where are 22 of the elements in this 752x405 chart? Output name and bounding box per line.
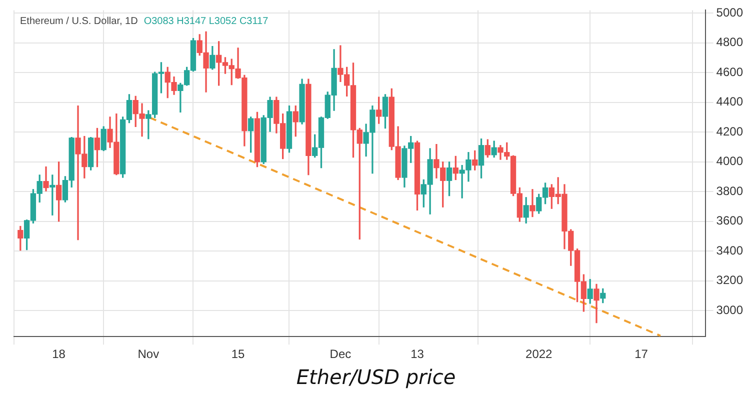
x-tick-label: Nov — [138, 347, 160, 362]
y-tick-label: 3000 — [716, 302, 744, 317]
y-tick-label: 3400 — [716, 243, 744, 258]
y-tick-label: 5000 — [716, 5, 744, 20]
x-tick-label: 17 — [634, 347, 648, 362]
y-tick-label: 4200 — [716, 124, 744, 138]
candlestick — [530, 189, 536, 218]
y-tick-label: 3600 — [716, 214, 744, 228]
y-tick-label: 4400 — [716, 94, 744, 109]
x-tick-label: 2022 — [526, 347, 553, 362]
y-tick-label: 4600 — [716, 64, 744, 79]
x-tick-label: 13 — [410, 347, 424, 362]
text: Ethereum / U.S. Dollar, 1D — [20, 16, 138, 27]
text: O3083 H3147 L3052 C3117 — [144, 16, 269, 27]
x-tick-label: Dec — [330, 347, 352, 362]
x-tick-label: 15 — [231, 347, 246, 362]
y-tick-label: 4800 — [716, 35, 744, 50]
y-tick-label: 3800 — [716, 184, 744, 198]
y-tick-label: 3200 — [716, 273, 744, 288]
x-tick-label: 18 — [52, 347, 66, 362]
y-tick-label: 4000 — [716, 154, 744, 168]
text: Ether/USD price — [295, 365, 457, 389]
